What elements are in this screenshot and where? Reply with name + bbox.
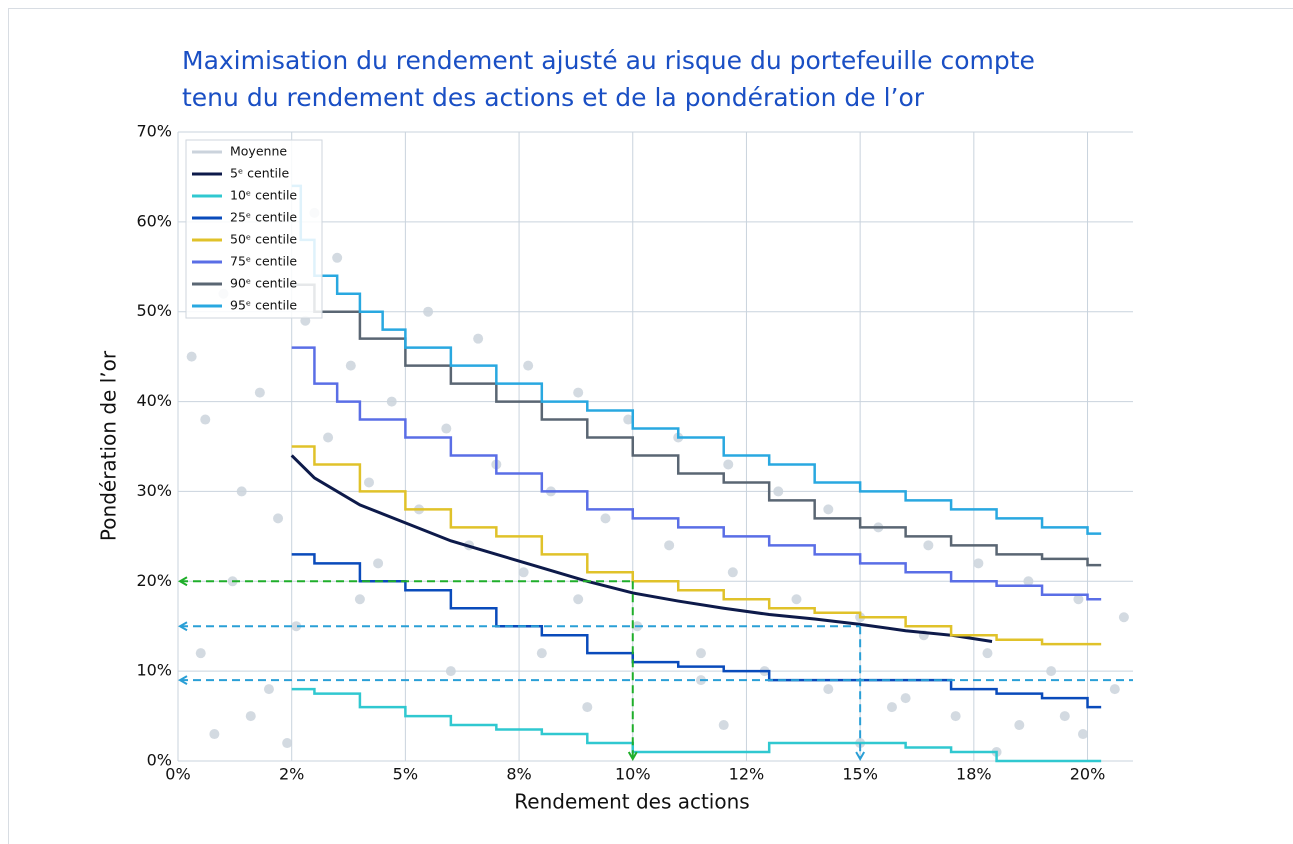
scatter-point: [973, 558, 984, 569]
arrow-head: [855, 751, 866, 762]
scatter-point: [582, 702, 593, 713]
scatter-point: [823, 684, 834, 695]
legend-label: 90ᵉ centile: [230, 276, 297, 291]
scatter-point: [441, 423, 452, 434]
scatter-point: [823, 504, 834, 515]
scatter-point: [1014, 720, 1025, 731]
scatter-point: [354, 594, 365, 605]
arrow-head: [177, 621, 188, 632]
scatter-point: [727, 567, 738, 578]
series-line: [291, 687, 1102, 763]
x-tick-label: 20%: [1070, 765, 1106, 784]
scatter-point: [473, 333, 484, 344]
scatter-point: [718, 720, 729, 731]
lines: [290, 184, 1102, 763]
y-tick-label: 60%: [136, 211, 172, 230]
legend-label: 10ᵉ centile: [230, 188, 297, 203]
series-line: [290, 454, 993, 643]
y-axis-title: Pondération de l’or: [97, 350, 121, 541]
scatter-point: [445, 666, 456, 677]
frame: [8, 8, 1293, 844]
legend-label: 5ᵉ centile: [230, 166, 289, 181]
x-tick-label: 8%: [506, 765, 531, 784]
scatter-point: [573, 387, 584, 398]
scatter-point: [900, 693, 911, 704]
scatter-point: [373, 558, 384, 569]
scatter-point: [695, 648, 706, 659]
scatter-point: [886, 702, 897, 713]
scatter-point: [791, 594, 802, 605]
x-tick-label: 2%: [279, 765, 304, 784]
scatter-point: [332, 252, 343, 263]
scatter-point: [600, 513, 611, 524]
x-tick-label: 12%: [729, 765, 765, 784]
arrow-head: [177, 675, 188, 685]
scatter-point: [1077, 729, 1088, 740]
scatter-point: [236, 486, 247, 497]
series-line: [291, 283, 1102, 567]
scatter-point: [1023, 576, 1034, 587]
scatter-point: [209, 729, 220, 740]
scatter-point: [518, 567, 529, 578]
y-tick-label: 50%: [136, 301, 172, 320]
x-tick-label: 10%: [615, 765, 651, 784]
scatter-point: [323, 432, 334, 443]
legend-label: 50ᵉ centile: [230, 232, 297, 247]
scatter-point: [573, 594, 584, 605]
series-line: [291, 346, 1102, 601]
scatter-point: [664, 540, 675, 551]
y-tick-label: 70%: [136, 122, 172, 141]
scatter-point: [1109, 684, 1120, 695]
y-tick-label: 30%: [136, 481, 172, 500]
arrow-head: [177, 576, 188, 587]
y-tick-label: 10%: [136, 661, 172, 680]
scatter-point: [386, 396, 397, 407]
legend-label: 25ᵉ centile: [230, 210, 297, 225]
scatter-point: [982, 648, 993, 659]
scatter-point: [1046, 666, 1057, 677]
x-tick-label: 0%: [165, 765, 190, 784]
scatter-point: [282, 738, 293, 749]
scatter-point: [523, 360, 534, 371]
x-tick-label: 5%: [393, 765, 418, 784]
chart-title: Maximisation du rendement ajusté au risq…: [182, 46, 1035, 75]
series-line: [291, 184, 1102, 535]
x-axis-title: Rendement des actions: [514, 790, 749, 814]
scatter-point: [273, 513, 284, 524]
scatter-point: [254, 387, 265, 398]
scatter-point: [195, 648, 206, 659]
y-tick-label: 20%: [136, 571, 172, 590]
scatter-point: [723, 459, 734, 470]
scatter-point: [1118, 612, 1129, 623]
scatter-point: [245, 711, 256, 722]
scatter-point: [364, 477, 374, 488]
scatter-point: [263, 684, 274, 695]
legend-label: Moyenne: [230, 144, 287, 159]
arrow-head: [627, 751, 638, 762]
scatter-point: [200, 414, 211, 425]
y-tick-label: 40%: [136, 391, 172, 410]
scatter-point: [291, 621, 302, 632]
scatter-point: [773, 486, 784, 497]
chart-title: tenu du rendement des actions et de la p…: [182, 83, 925, 112]
x-tick-label: 18%: [956, 765, 992, 784]
scatter-point: [923, 540, 934, 551]
series-line: [291, 553, 1102, 709]
scatter-point: [1073, 594, 1084, 605]
x-tick-label: 15%: [842, 765, 878, 784]
legend-label: 95ᵉ centile: [230, 298, 297, 313]
scatter-point: [345, 360, 356, 371]
series-line: [291, 445, 1102, 646]
scatter-point: [536, 648, 547, 659]
scatter: [186, 207, 1129, 758]
legend-label: 75ᵉ centile: [230, 254, 297, 269]
scatter-point: [1059, 711, 1070, 722]
legend-box: [185, 139, 323, 319]
scatter-point: [186, 351, 197, 362]
scatter-point: [423, 306, 434, 317]
scatter-point: [623, 414, 634, 425]
scatter-point: [950, 711, 961, 722]
y-tick-label: 0%: [147, 751, 172, 770]
